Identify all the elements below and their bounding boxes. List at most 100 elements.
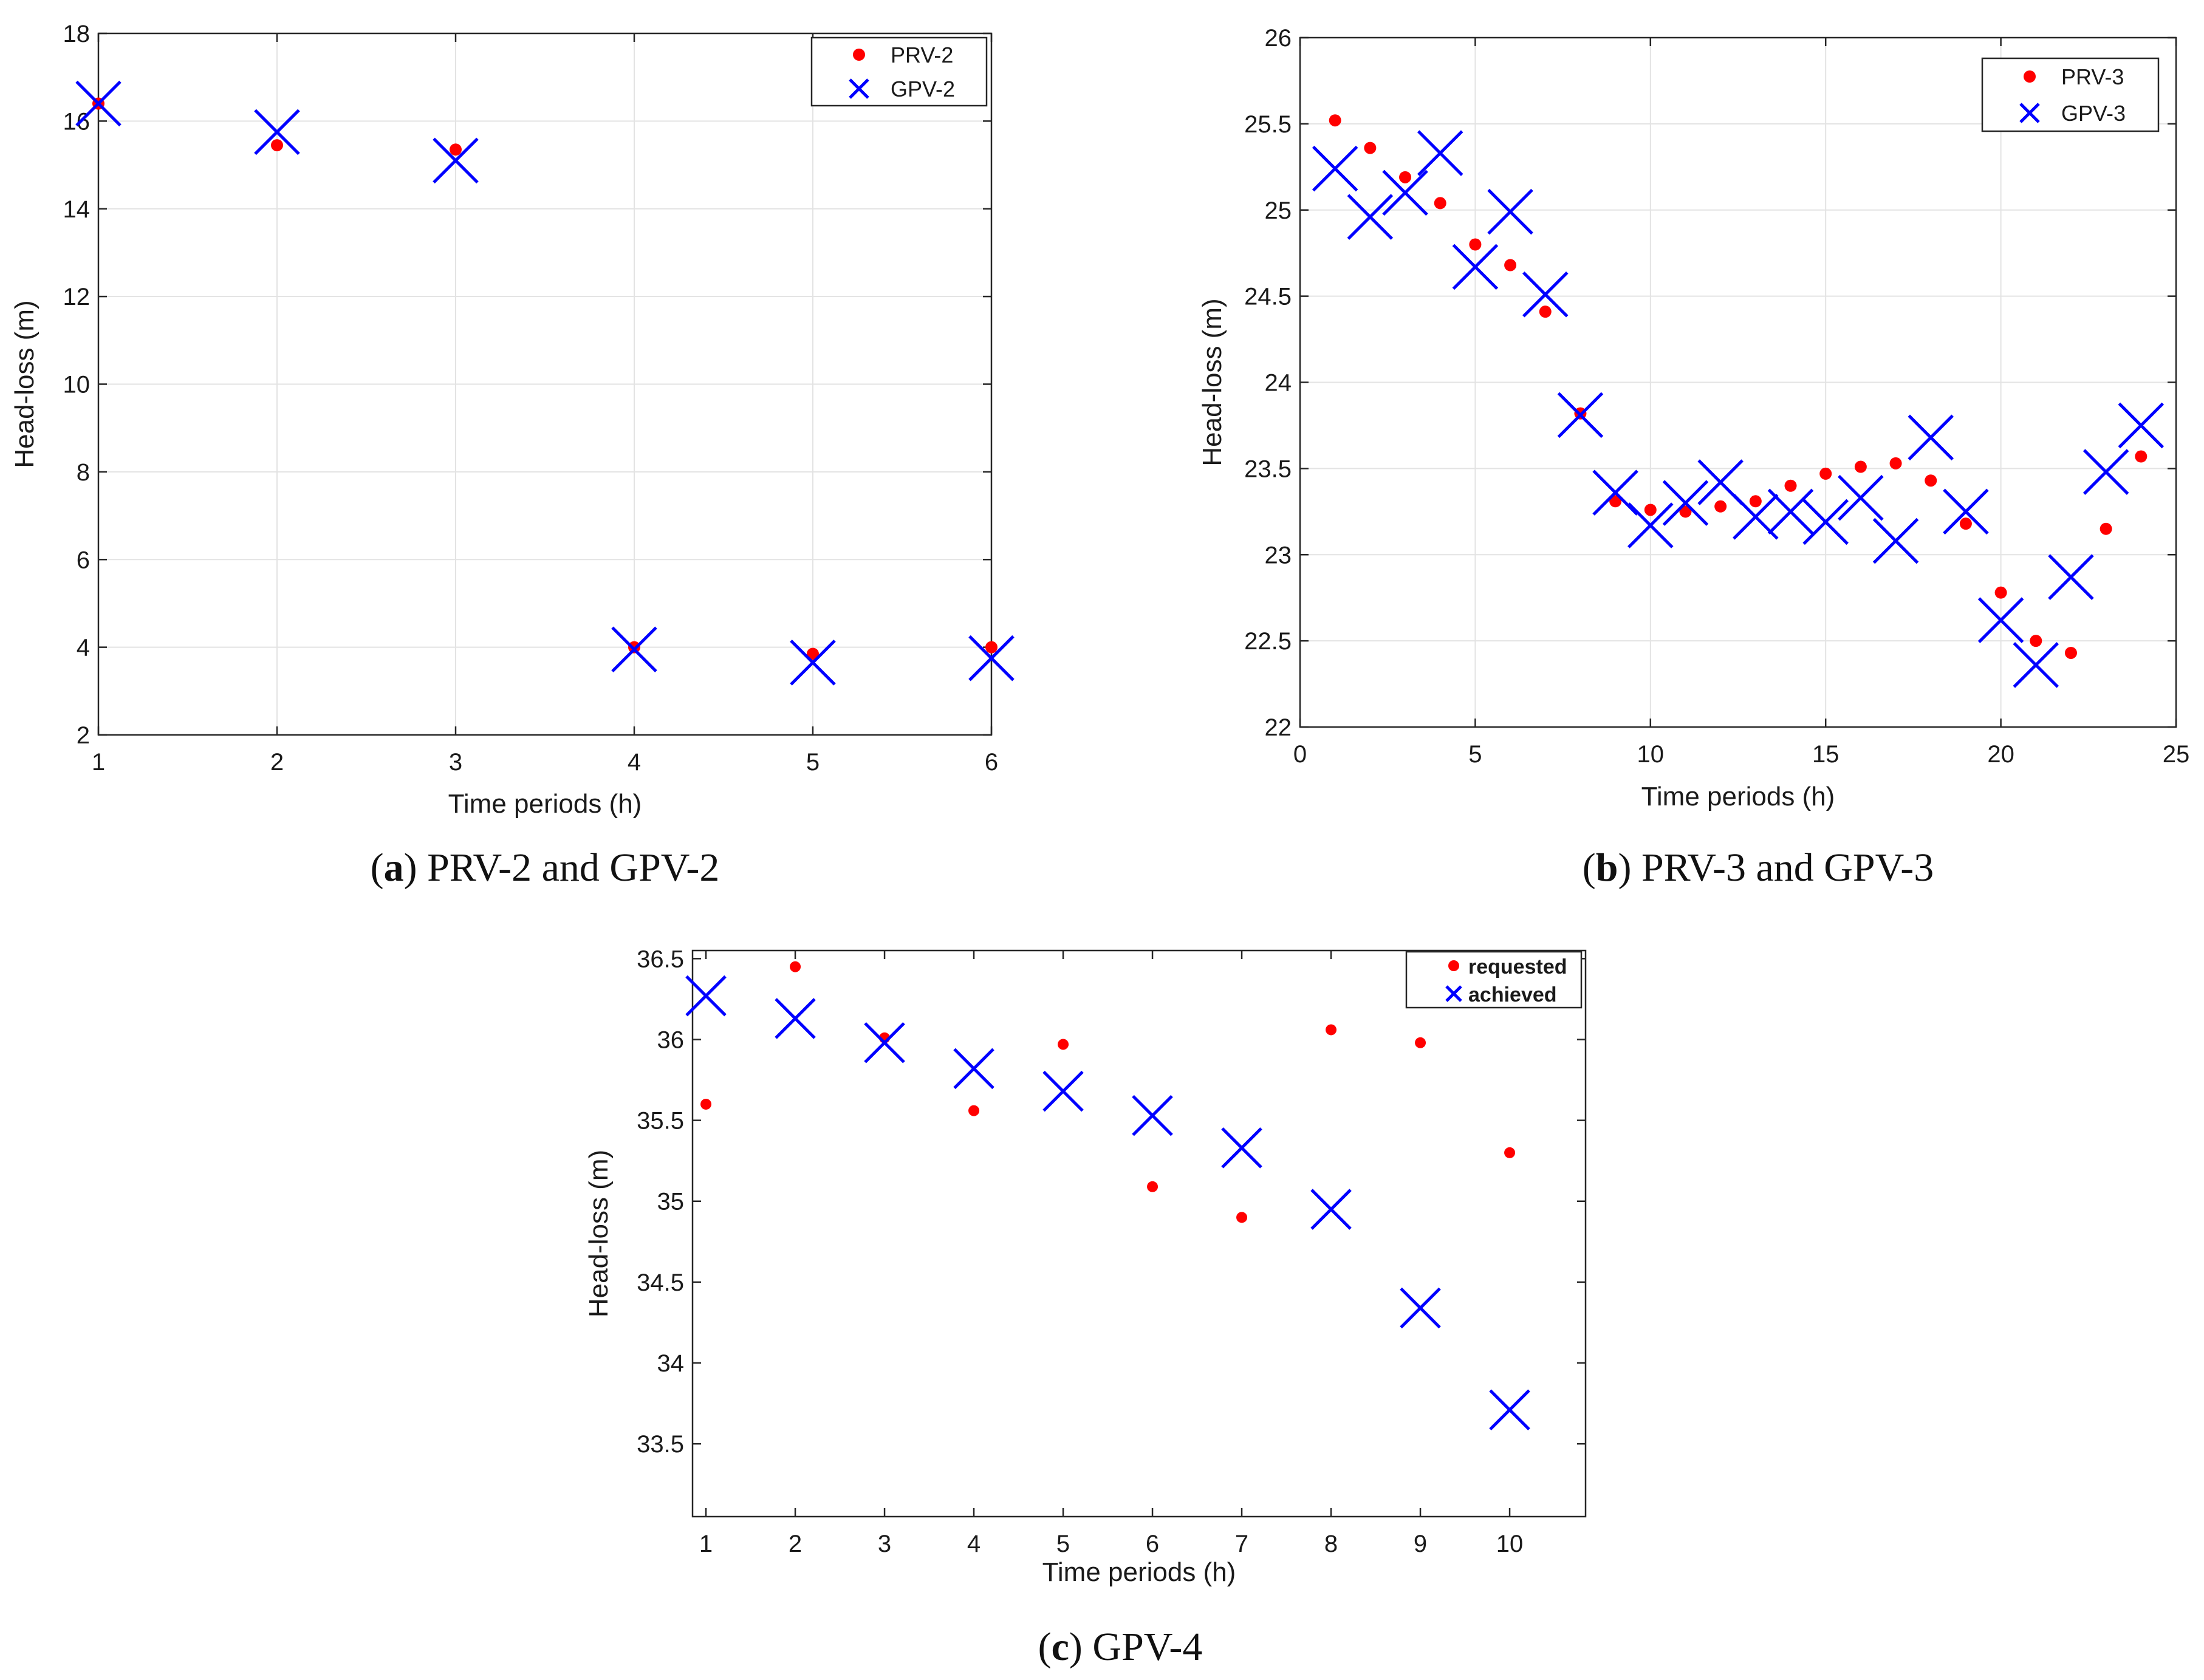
data-point-prv-3: [1364, 142, 1377, 154]
data-point-gpv-2-stroke-2: [611, 626, 657, 673]
data-point-gpv-2-stroke-2: [790, 640, 836, 686]
y-axis-label: Head-loss (m): [10, 300, 39, 468]
data-point-prv-2: [985, 641, 998, 654]
data-point-gpv-2: [433, 137, 479, 184]
x-tick-label: 3: [449, 749, 462, 776]
data-point-achieved: [685, 975, 727, 1017]
data-point-achieved-stroke-2: [1221, 1127, 1262, 1169]
y-tick-label: 22.5: [1244, 628, 1292, 655]
data-point-prv-3: [2064, 646, 2077, 659]
legend-frame: [1405, 951, 1583, 1009]
x-tick-label: 6: [1146, 1531, 1159, 1557]
data-point-gpv-3: [1908, 414, 1954, 461]
data-point-achieved: [1489, 1389, 1530, 1431]
legend-label-prv-3: PRV-3: [2061, 64, 2124, 89]
series-prv-2: [92, 97, 998, 660]
data-point-gpv-3-stroke-2: [1662, 480, 1709, 526]
series-prv-3: [1329, 114, 2148, 659]
data-point-gpv-3-stroke-2: [2048, 554, 2094, 600]
data-point-achieved: [1132, 1094, 1173, 1136]
data-point-requested: [1326, 1024, 1337, 1036]
data-point-gpv-3: [1662, 480, 1709, 526]
data-point-prv-3: [1959, 517, 1972, 530]
data-point-requested: [1058, 1039, 1069, 1050]
data-point-requested: [700, 1098, 712, 1110]
data-point-gpv-3: [2118, 402, 2165, 449]
data-point-gpv-3: [1627, 502, 1674, 548]
plot-area-frame: [691, 949, 1587, 1518]
data-point-achieved: [1310, 1189, 1352, 1230]
x-tick-label: 3: [878, 1531, 891, 1557]
data-point-gpv-3: [1382, 169, 1428, 216]
x-tick-label: 6: [985, 749, 998, 776]
legend-marker-gpv-2: [849, 78, 869, 99]
y-tick-label: 10: [63, 372, 91, 398]
data-point-achieved: [1400, 1287, 1441, 1329]
data-point-gpv-3: [2083, 449, 2129, 495]
data-point-gpv-3-stroke-2: [1733, 494, 1779, 540]
x-tick-label: 2: [270, 749, 284, 776]
legend: PRV-2 GPV-2: [810, 36, 988, 107]
x-axis-label: Time periods (h): [448, 789, 642, 819]
data-point-prv-2: [628, 641, 640, 654]
data-point-gpv-3-stroke-2: [1347, 194, 1394, 240]
data-point-achieved: [1221, 1127, 1262, 1169]
data-point-gpv-2: [790, 640, 836, 686]
series-gpv-2: [75, 80, 1015, 686]
x-tick-label: 1: [699, 1531, 713, 1557]
legend-label-achieved: achieved: [1468, 983, 1557, 1006]
legend-marker-prv-3: [2024, 70, 2036, 83]
data-point-prv-2: [450, 143, 462, 156]
figure-caption: (a) PRV-2 and GPV-2: [371, 845, 720, 890]
y-tick-label: 34.5: [637, 1269, 684, 1296]
data-point-achieved-stroke-2: [775, 998, 816, 1039]
x-tick-label: 15: [1812, 741, 1840, 768]
y-tick-label: 24.5: [1244, 284, 1292, 310]
data-point-requested: [968, 1105, 980, 1116]
data-point-prv-3: [1329, 114, 1341, 127]
figure-caption: (b) PRV-3 and GPV-3: [1583, 845, 1934, 890]
data-point-prv-2: [271, 139, 283, 152]
y-tick-label: 23.5: [1244, 456, 1292, 482]
data-point-gpv-2: [254, 109, 300, 155]
data-point-achieved-stroke-2: [1310, 1189, 1352, 1230]
x-tick-label: 1: [92, 749, 105, 776]
data-point-prv-3: [1854, 460, 1867, 473]
data-point-gpv-3-stroke-2: [1312, 145, 1358, 192]
data-point-gpv-3: [1312, 145, 1358, 192]
y-tick-label: 24: [1265, 370, 1292, 397]
y-tick-label: 35.5: [637, 1108, 684, 1135]
figure-caption: (c) GPV-4: [1038, 1625, 1203, 1669]
x-tick-label: 8: [1324, 1531, 1338, 1557]
x-tick-label: 20: [1987, 741, 2014, 768]
data-point-prv-3: [1714, 500, 1727, 513]
x-tick-label: 5: [1468, 741, 1482, 768]
data-point-gpv-3: [1767, 488, 1814, 535]
data-point-gpv-3: [1557, 392, 1604, 439]
data-point-requested: [1504, 1147, 1516, 1158]
data-point-gpv-3: [1522, 271, 1569, 318]
x-tick-label: 10: [1637, 741, 1665, 768]
series-gpv-3: [1312, 130, 2165, 688]
caption-paren-close: ): [1618, 845, 1641, 890]
caption-title: PRV-2 and GPV-2: [427, 845, 719, 890]
y-tick-label: 18: [63, 21, 91, 47]
data-point-gpv-3-stroke-2: [1767, 488, 1814, 535]
legend-marker-requested: [1448, 960, 1459, 971]
data-point-achieved-stroke-2: [685, 975, 727, 1017]
caption-letter: c: [1052, 1625, 1069, 1669]
data-point-achieved-stroke-2: [1042, 1070, 1084, 1112]
data-point-gpv-3-stroke-2: [2118, 402, 2165, 449]
y-tick-label: 35: [657, 1189, 685, 1215]
data-point-gpv-3-stroke-2: [1592, 470, 1638, 516]
data-point-achieved-stroke-2: [953, 1048, 994, 1090]
caption-title: GPV-4: [1092, 1625, 1202, 1669]
y-tick-label: 23: [1265, 542, 1292, 569]
data-point-gpv-2-stroke-2: [968, 635, 1015, 681]
x-tick-label: 0: [1293, 741, 1307, 768]
x-tick-label: 5: [1056, 1531, 1070, 1557]
data-point-prv-3: [1679, 505, 1692, 518]
data-point-gpv-3-stroke-2: [2083, 449, 2129, 495]
